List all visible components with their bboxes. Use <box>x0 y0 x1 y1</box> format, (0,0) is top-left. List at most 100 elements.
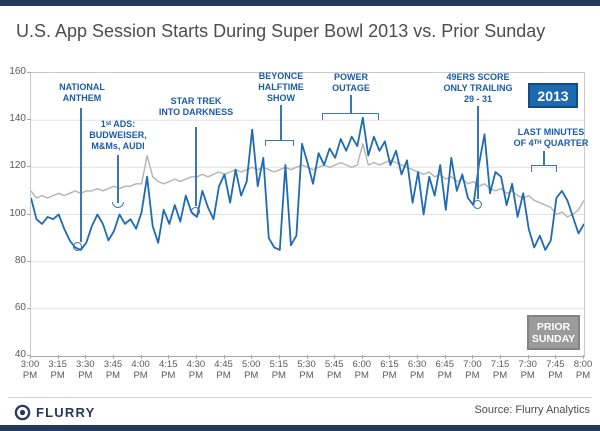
line-chart-svg <box>31 116 584 310</box>
y-axis-tick-mark <box>27 260 31 262</box>
x-axis-tick-label-line: 6:30 <box>407 359 427 370</box>
y-axis-tick-mark <box>27 355 31 356</box>
x-axis-tick-mark <box>195 355 197 359</box>
x-axis-tick-mark <box>555 355 557 359</box>
star-trek-pointer-line <box>195 127 197 206</box>
x-axis-tick-label-line: 6:15 <box>380 359 399 370</box>
flurry-logo: FLURRY <box>14 402 95 422</box>
x-axis-tick-label: 6:00 PM <box>345 359 379 381</box>
x-axis-tick-label-line: PM <box>161 370 176 381</box>
x-axis-tick-label: 7:45 PM <box>538 359 572 381</box>
annotation-text-line: SHOW <box>267 93 295 103</box>
annotation-text-line: 49ERS SCORE <box>446 72 510 82</box>
x-axis-tick-mark <box>140 355 142 359</box>
x-axis-tick-label-line: 5:45 <box>324 359 344 370</box>
first-ads-pointer-line <box>117 155 119 203</box>
x-axis-tick-label-line: PM <box>299 370 314 381</box>
x-axis-tick-label-line: PM <box>105 370 121 381</box>
legend-2013-label: 2013 <box>537 87 569 104</box>
x-axis-tick-label-line: 3:15 <box>48 359 67 370</box>
x-axis-tick-label: 4:15 PM <box>151 359 185 381</box>
x-axis-tick-mark <box>444 355 446 359</box>
x-axis-tick-label-line: 4:30 <box>186 359 206 370</box>
x-axis-tick-label-line: 4:15 <box>159 359 178 370</box>
x-axis-tick-label: 6:30 PM <box>400 359 434 381</box>
x-axis-tick-label: 3:30 PM <box>68 359 102 381</box>
annotation-last-minutes: LAST MINUTES OF 4ᵀᴴ QUARTER <box>496 127 600 149</box>
x-axis-tick-label-line: 4:45 <box>214 359 233 370</box>
x-axis-tick-label: 3:45 PM <box>96 359 130 381</box>
y-axis-tick-mark <box>27 72 31 73</box>
x-axis-tick-mark <box>527 355 529 359</box>
x-axis-tick-label-line: PM <box>216 370 231 381</box>
event-circle-marker <box>473 199 483 209</box>
x-axis-tick-mark <box>223 355 225 359</box>
national-anthem-pointer-line <box>80 108 82 242</box>
annotation-text-line: BEYONCE <box>258 71 304 81</box>
top-navy-bar <box>0 0 600 6</box>
y-axis-tick-mark <box>27 213 31 215</box>
annotation-text-line: OF 4ᵀᴴ QUARTER <box>513 138 589 148</box>
x-axis-tick-label-line: 6:00 <box>352 359 372 370</box>
x-axis-tick-label-line: PM <box>575 370 591 381</box>
legend-prior-label-line: SUNDAY <box>531 332 576 345</box>
x-axis-tick-label-line: 8:00 <box>573 359 593 370</box>
annotation-text-line: NATIONAL <box>59 82 105 92</box>
x-axis-tick-label-line: 4:00 <box>131 359 150 370</box>
x-axis-tick-mark <box>112 355 114 359</box>
x-axis-tick-label-line: PM <box>50 370 65 381</box>
x-axis-tick-mark <box>389 355 391 359</box>
legend-prior-label-line: PRIOR <box>536 320 571 333</box>
x-axis-tick-mark <box>472 355 474 359</box>
x-axis-tick-label-line: PM <box>327 370 342 381</box>
y-axis-tick-label: 40 <box>14 349 26 360</box>
y-axis-tick-mark <box>27 307 31 309</box>
x-axis-tick-label-line: 6:45 <box>435 359 455 370</box>
x-axis-tick-label-line: 7:15 <box>490 359 510 370</box>
annotation-49ers-score: 49ERS SCORE ONLY TRAILING 29 - 31 <box>428 72 528 105</box>
x-axis-tick-label-line: PM <box>354 370 369 381</box>
annotation-text-line: OUTAGE <box>332 83 370 93</box>
x-axis-tick-label-line: PM <box>244 370 259 381</box>
x-axis-tick-label: 5:15 PM <box>262 359 296 381</box>
x-axis-tick-label-line: PM <box>78 370 93 381</box>
x-axis-tick-label-line: 7:30 <box>518 359 537 370</box>
49ers-pointer-line <box>477 106 479 199</box>
flurry-brand-text: FLURRY <box>36 404 96 420</box>
y-axis-tick-mark <box>27 119 31 121</box>
x-axis-tick-label: 3:00 PM <box>13 359 47 381</box>
x-axis-tick-label: 5:45 PM <box>317 359 351 381</box>
annotation-text-line: ANTHEM <box>62 93 102 103</box>
x-axis-tick-label-line: 7:45 <box>546 359 565 370</box>
x-axis-tick-label-line: PM <box>188 370 204 381</box>
x-axis-tick-mark <box>500 355 501 359</box>
x-axis-tick-label-line: 7:00 <box>463 359 482 370</box>
annotation-text-line: BUDWEISER, <box>89 130 147 140</box>
beyonce-bracket-stem <box>280 105 282 141</box>
event-circle-marker <box>191 206 201 216</box>
x-axis-tick-label-line: 3:30 <box>76 359 95 370</box>
source-credit: Source: Flurry Analytics <box>474 404 590 416</box>
y-axis-tick-label: 80 <box>14 254 26 266</box>
x-axis-tick-label: 6:45 PM <box>428 359 462 381</box>
annotation-star-trek: STAR TREK INTO DARKNESS <box>141 96 251 118</box>
bottom-navy-bar <box>0 425 600 431</box>
beyonce-range-bracket <box>265 140 294 146</box>
x-axis-tick-label-line: PM <box>437 370 452 381</box>
x-axis-tick-mark <box>85 355 87 359</box>
x-axis-tick-label: 4:30 PM <box>179 359 213 381</box>
footer-divider <box>8 397 592 398</box>
x-axis-tick-label-line: 5:15 <box>269 359 289 370</box>
y-axis-tick-label: 140 <box>9 113 26 125</box>
event-circle-marker <box>73 242 83 251</box>
annotation-national-anthem: NATIONAL ANTHEM <box>42 82 122 104</box>
x-axis-tick-label-line: PM <box>548 370 563 381</box>
x-axis-tick-label-line: PM <box>492 370 508 381</box>
annotation-text-line: STAR TREK <box>170 96 222 106</box>
x-axis-tick-label-line: 5:30 <box>297 359 316 370</box>
series-line-2013 <box>31 116 584 251</box>
x-axis-tick-mark <box>417 355 419 359</box>
annotation-text-line: LAST MINUTES <box>517 127 585 137</box>
annotation-beyonce-halftime: BEYONCE HALFTIME SHOW <box>246 71 316 104</box>
